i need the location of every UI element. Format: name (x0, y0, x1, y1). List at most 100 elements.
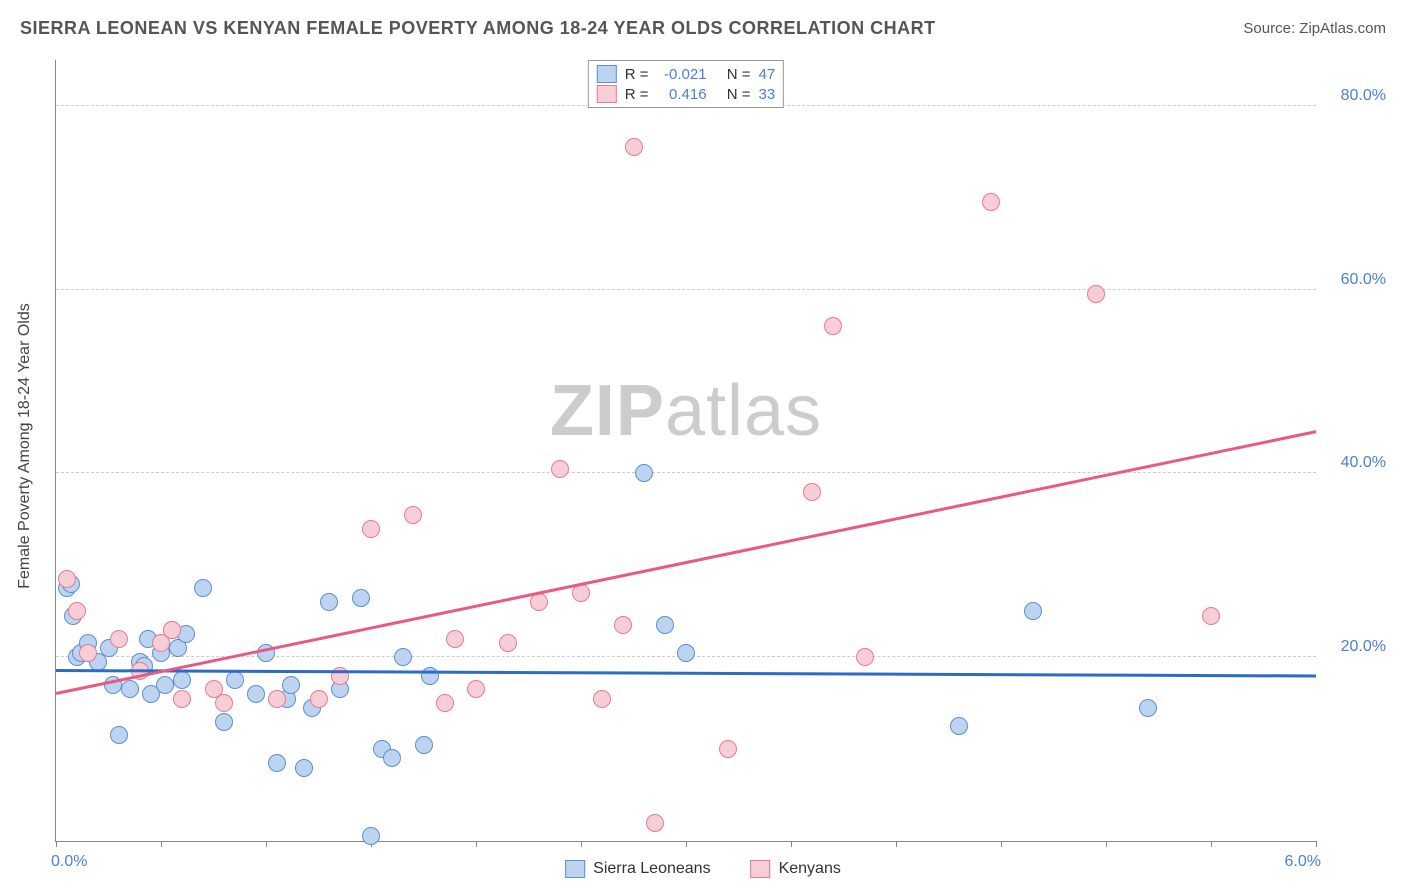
scatter-point (215, 694, 233, 712)
x-tick (581, 841, 582, 847)
scatter-point (173, 690, 191, 708)
scatter-point (719, 740, 737, 758)
scatter-point (646, 814, 664, 832)
swatch-kenyan-icon (597, 85, 617, 103)
scatter-point (282, 676, 300, 694)
scatter-point (950, 717, 968, 735)
r-value-kenyan: 0.416 (657, 86, 707, 103)
n-label: N = (727, 66, 751, 83)
r-label: R = (625, 86, 649, 103)
scatter-point (58, 570, 76, 588)
scatter-point (656, 616, 674, 634)
legend-swatch-sierra-icon (565, 860, 585, 878)
x-tick (791, 841, 792, 847)
source-attribution: Source: ZipAtlas.com (1243, 20, 1386, 37)
scatter-point (362, 520, 380, 538)
scatter-point (824, 317, 842, 335)
r-label: R = (625, 66, 649, 83)
stats-row-sierra: R = -0.021 N = 47 (595, 64, 777, 84)
x-tick (686, 841, 687, 847)
scatter-point (415, 736, 433, 754)
n-label: N = (727, 86, 751, 103)
x-tick (56, 841, 57, 847)
scatter-point (310, 690, 328, 708)
x-tick (1106, 841, 1107, 847)
watermark-atlas: atlas (665, 371, 822, 451)
gridline (56, 289, 1316, 290)
scatter-point (467, 680, 485, 698)
scatter-point (383, 749, 401, 767)
scatter-point (226, 671, 244, 689)
scatter-point (163, 621, 181, 639)
x-tick (1211, 841, 1212, 847)
scatter-point (803, 483, 821, 501)
x-tick (266, 841, 267, 847)
scatter-plot-area: ZIPatlas R = -0.021 N = 47 R = 0.416 N =… (55, 60, 1316, 842)
legend-item-sierra: Sierra Leoneans (565, 860, 710, 878)
x-tick (161, 841, 162, 847)
n-value-kenyan: 33 (759, 86, 776, 103)
scatter-point (320, 593, 338, 611)
series-legend: Sierra Leoneans Kenyans (565, 860, 841, 878)
scatter-point (635, 464, 653, 482)
n-value-sierra: 47 (759, 66, 776, 83)
gridline (56, 472, 1316, 473)
scatter-point (1139, 699, 1157, 717)
x-tick (476, 841, 477, 847)
scatter-point (156, 676, 174, 694)
scatter-point (295, 759, 313, 777)
scatter-point (68, 602, 86, 620)
legend-label-sierra: Sierra Leoneans (593, 860, 710, 878)
scatter-point (247, 685, 265, 703)
x-tick (1001, 841, 1002, 847)
scatter-point (173, 671, 191, 689)
scatter-point (982, 193, 1000, 211)
scatter-point (677, 644, 695, 662)
scatter-point (614, 616, 632, 634)
scatter-point (1024, 602, 1042, 620)
scatter-point (446, 630, 464, 648)
y-tick-label: 40.0% (1341, 454, 1386, 472)
scatter-point (110, 726, 128, 744)
scatter-point (394, 648, 412, 666)
scatter-point (268, 690, 286, 708)
y-tick-label: 80.0% (1341, 87, 1386, 105)
x-tick (1316, 841, 1317, 847)
stats-legend-box: R = -0.021 N = 47 R = 0.416 N = 33 (588, 60, 784, 108)
trend-line (56, 669, 1316, 677)
scatter-point (352, 589, 370, 607)
source-label: Source: (1243, 20, 1299, 37)
x-min-label: 0.0% (51, 853, 87, 871)
watermark-logo: ZIPatlas (550, 370, 822, 452)
scatter-point (499, 634, 517, 652)
scatter-point (215, 713, 233, 731)
scatter-point (625, 138, 643, 156)
source-value: ZipAtlas.com (1299, 20, 1386, 37)
scatter-point (436, 694, 454, 712)
x-tick (896, 841, 897, 847)
scatter-point (362, 827, 380, 845)
scatter-point (551, 460, 569, 478)
scatter-point (530, 593, 548, 611)
legend-label-kenyan: Kenyans (779, 860, 841, 878)
scatter-point (1202, 607, 1220, 625)
scatter-point (421, 667, 439, 685)
legend-swatch-kenyan-icon (751, 860, 771, 878)
scatter-point (268, 754, 286, 772)
legend-item-kenyan: Kenyans (751, 860, 841, 878)
scatter-point (856, 648, 874, 666)
scatter-point (194, 579, 212, 597)
stats-row-kenyan: R = 0.416 N = 33 (595, 84, 777, 104)
watermark-zip: ZIP (550, 371, 665, 451)
y-axis-label: Female Poverty Among 18-24 Year Olds (16, 303, 34, 589)
scatter-point (593, 690, 611, 708)
y-tick-label: 60.0% (1341, 271, 1386, 289)
y-tick-label: 20.0% (1341, 638, 1386, 656)
r-value-sierra: -0.021 (657, 66, 707, 83)
swatch-sierra-icon (597, 65, 617, 83)
scatter-point (121, 680, 139, 698)
scatter-point (1087, 285, 1105, 303)
scatter-point (110, 630, 128, 648)
chart-title: SIERRA LEONEAN VS KENYAN FEMALE POVERTY … (20, 18, 936, 39)
scatter-point (79, 644, 97, 662)
